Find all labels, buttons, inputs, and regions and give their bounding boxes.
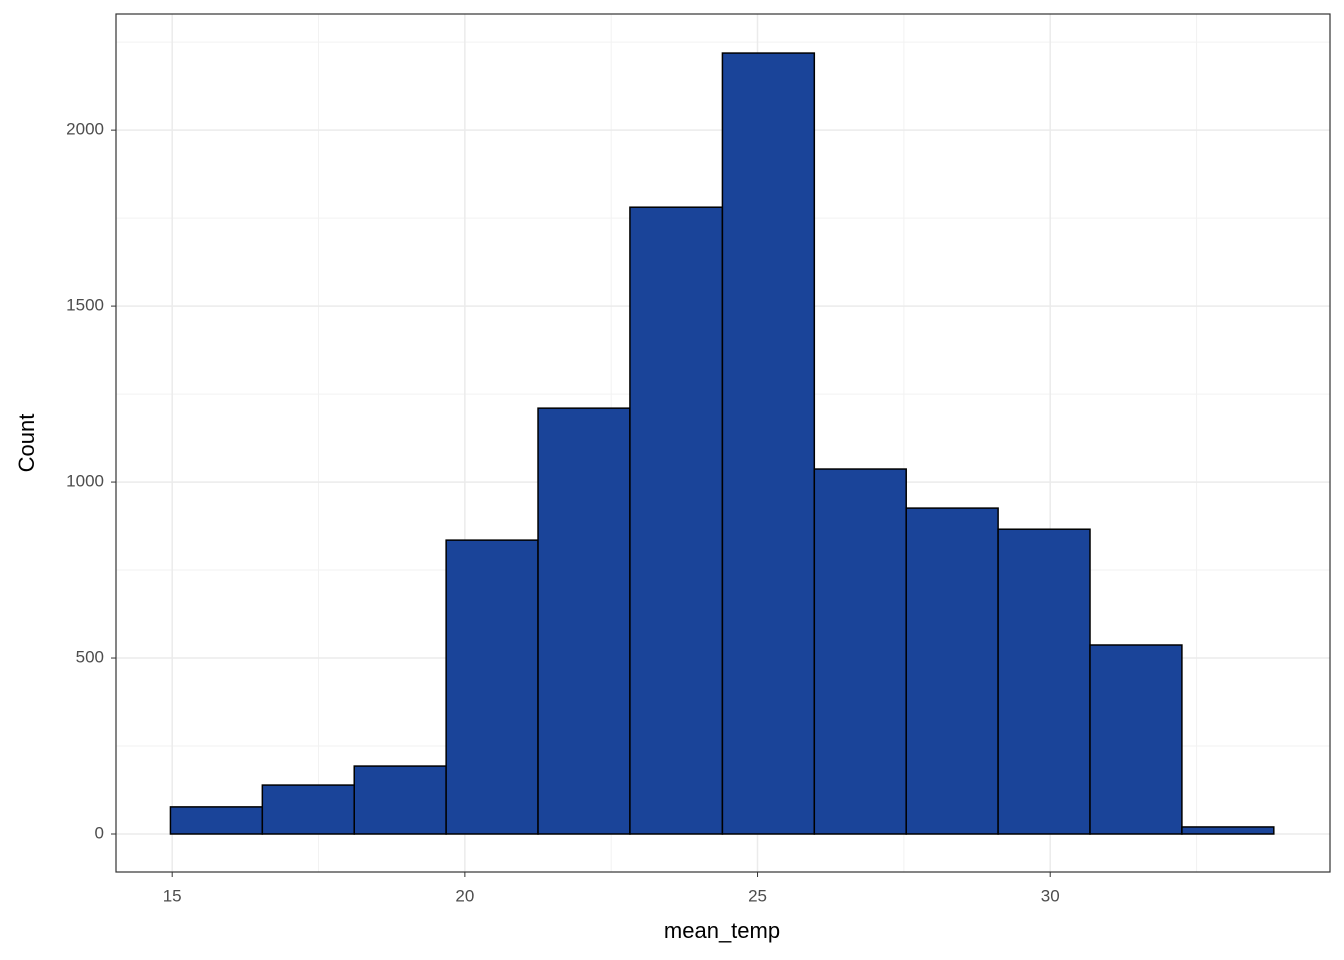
bar: [445, 539, 539, 835]
bar: [261, 784, 355, 835]
bar: [629, 206, 724, 835]
bar: [905, 507, 999, 835]
panel-border: [115, 13, 1331, 873]
x-tick-label: 15: [163, 886, 182, 905]
y-tick-label: 1000: [66, 472, 104, 491]
y-tick-label: 0: [95, 823, 104, 842]
bar: [353, 765, 447, 835]
bar: [813, 468, 907, 835]
bar: [537, 407, 631, 835]
y-tick-label: 2000: [66, 120, 104, 139]
y-tick-label: 1500: [66, 296, 104, 315]
x-tick-label: 30: [1041, 886, 1060, 905]
y-axis-title: Count: [14, 414, 39, 473]
bar: [721, 52, 816, 835]
x-axis-title: mean_temp: [664, 918, 780, 943]
bar: [169, 806, 264, 835]
x-tick-label: 20: [455, 886, 474, 905]
bar: [1089, 644, 1183, 835]
bar: [1181, 826, 1275, 835]
y-tick-label: 500: [76, 648, 104, 667]
bar: [997, 528, 1091, 835]
x-tick-label: 25: [748, 886, 767, 905]
